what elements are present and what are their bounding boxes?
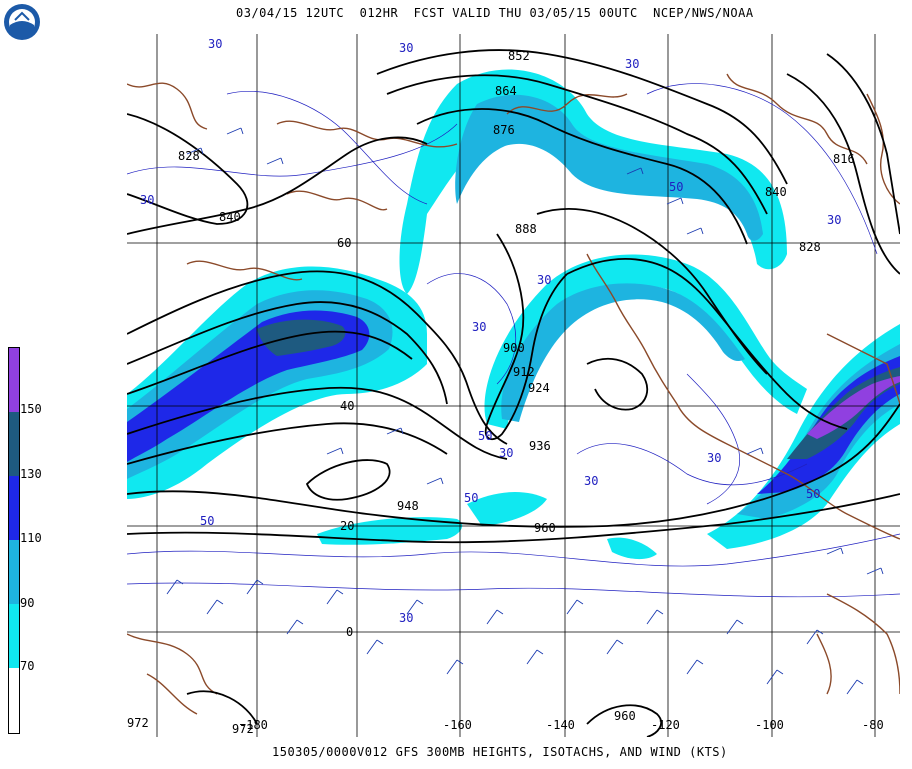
map-title: 03/04/15 12UTC 012HR FCST VALID THU 03/0… xyxy=(236,6,754,20)
height-label: 924 xyxy=(528,381,550,395)
map-canvas: 60 40 20 0 -180 -160 -140 -120 -100 -80 … xyxy=(126,34,901,738)
lon-label-120: -120 xyxy=(651,718,680,732)
height-label: 912 xyxy=(513,365,535,379)
isotach-label: 30 xyxy=(140,193,154,207)
isotach-label: 50 xyxy=(806,487,820,501)
colorbar-label-110: 110 xyxy=(20,531,42,545)
height-label: 840 xyxy=(765,185,787,199)
jet-north-90 xyxy=(455,94,763,241)
isotach-label: 30 xyxy=(399,41,413,55)
lon-label-140: -140 xyxy=(546,718,575,732)
weather-map: 60 40 20 0 -180 -160 -140 -120 -100 -80 … xyxy=(126,34,901,738)
colorbar-segment-70 xyxy=(9,604,19,668)
isotach-label: 30 xyxy=(827,213,841,227)
colorbar-segment-130 xyxy=(9,412,19,476)
lat-lon-grid xyxy=(127,34,900,737)
height-label: 972 xyxy=(127,716,149,730)
jet-south2-70 xyxy=(467,492,547,526)
lat-label-60: 60 xyxy=(337,236,351,250)
lat-label-20: 20 xyxy=(340,519,354,533)
isotach-colorbar xyxy=(8,347,20,734)
height-label: 960 xyxy=(614,709,636,723)
height-label: 936 xyxy=(529,439,551,453)
isotach-label: 50 xyxy=(669,180,683,194)
height-label: 888 xyxy=(515,222,537,236)
height-label: 876 xyxy=(493,123,515,137)
lon-label-100: -100 xyxy=(755,718,784,732)
height-contours xyxy=(126,49,901,738)
height-label: 972 xyxy=(232,722,254,736)
colorbar-label-150: 150 xyxy=(20,402,42,416)
lon-label-80: -80 xyxy=(862,718,884,732)
height-label: 840 xyxy=(219,210,241,224)
colorbar-label-130: 130 xyxy=(20,467,42,481)
map-caption: 150305/0000V012 GFS 300MB HEIGHTS, ISOTA… xyxy=(272,745,728,759)
lat-label-0: 0 xyxy=(346,625,353,639)
colorbar-label-90: 90 xyxy=(20,596,35,610)
jet-south-70 xyxy=(317,517,463,545)
colorbar-segment-110 xyxy=(9,476,19,540)
colorbar-segment-150 xyxy=(9,348,19,412)
noaa-logo-icon xyxy=(3,3,41,41)
isotach-label: 30 xyxy=(707,451,721,465)
isotach-label: 30 xyxy=(472,320,486,334)
height-label: 864 xyxy=(495,84,517,98)
height-label: 816 xyxy=(833,152,855,166)
isotach-label: 50 xyxy=(464,491,478,505)
isotach-label: 30 xyxy=(584,474,598,488)
lon-label-180: -180 xyxy=(239,718,268,732)
colorbar-segment-calm xyxy=(9,668,19,733)
isotach-label: 30 xyxy=(537,273,551,287)
isotach-label: 50 xyxy=(200,514,214,528)
colorbar-segment-90 xyxy=(9,540,19,604)
jet-center-90 xyxy=(501,283,745,422)
isotach-label: 50 xyxy=(478,429,492,443)
height-label: 852 xyxy=(508,49,530,63)
isotach-label: 30 xyxy=(499,446,513,460)
isotach-label: 30 xyxy=(399,611,413,625)
jet-west-130 xyxy=(257,319,346,356)
jet-south3-70 xyxy=(607,537,657,560)
lon-label-160: -160 xyxy=(443,718,472,732)
height-label: 828 xyxy=(178,149,200,163)
isotach-contours xyxy=(126,83,901,598)
height-label: 960 xyxy=(534,521,556,535)
height-label: 828 xyxy=(799,240,821,254)
isotach-label: 30 xyxy=(208,37,222,51)
lat-label-40: 40 xyxy=(340,399,354,413)
height-label: 948 xyxy=(397,499,419,513)
wind-barbs xyxy=(166,127,884,695)
colorbar-label-70: 70 xyxy=(20,659,35,673)
isotach-label: 30 xyxy=(625,57,639,71)
height-label: 900 xyxy=(503,341,525,355)
